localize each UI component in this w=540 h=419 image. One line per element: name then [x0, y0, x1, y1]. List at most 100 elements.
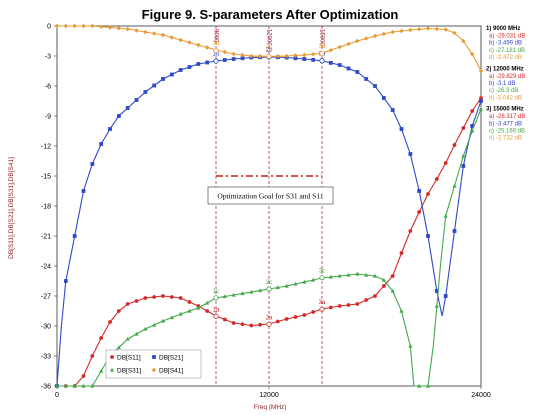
legend-label-s41: DB[S41] [159, 367, 183, 374]
marker-point [266, 286, 272, 292]
data-point-s41 [231, 51, 236, 57]
marker-tag: 1c [213, 289, 219, 295]
data-point-s31 [452, 183, 457, 188]
marker-tag: 2b [266, 48, 273, 54]
data-point-s21 [426, 234, 430, 238]
data-point-s41 [372, 33, 378, 39]
marker-point [213, 295, 219, 301]
legend-box [105, 349, 202, 379]
data-point-s41 [72, 23, 77, 29]
data-point-s41 [390, 29, 395, 35]
series-markers-s41 [54, 23, 484, 74]
data-point-s31 [390, 288, 395, 293]
data-point-s21 [143, 90, 148, 94]
data-point-s21 [302, 57, 307, 61]
marker-tag: 3a [319, 300, 326, 306]
data-point-s21 [373, 84, 377, 88]
y-tick-label: -27 [41, 293, 51, 300]
data-point-s21 [72, 234, 77, 238]
data-point-s21 [381, 96, 386, 100]
data-point-s41 [469, 51, 475, 57]
data-point-s11 [205, 309, 210, 313]
data-point-s31 [372, 273, 378, 278]
x-tick-label: 0 [55, 392, 59, 399]
data-point-s31 [337, 273, 342, 278]
data-point-s11 [461, 126, 466, 130]
data-point-s41 [381, 31, 387, 37]
data-point-s31 [470, 128, 475, 133]
data-point-s21 [417, 189, 422, 193]
data-point-s31 [478, 106, 484, 111]
data-point-s31 [160, 318, 166, 323]
data-point-s31 [408, 343, 413, 348]
marker-tag: 3c [319, 269, 325, 275]
marker-readout-value: a) -29.829 dB [489, 74, 525, 80]
data-point-s41 [443, 27, 448, 32]
data-point-s11 [134, 299, 139, 303]
data-point-s41 [328, 47, 334, 53]
data-point-s21 [293, 56, 298, 61]
data-point-s41 [151, 31, 157, 36]
data-point-s21 [355, 70, 360, 74]
data-point-s11 [116, 309, 121, 313]
y-tick-label: -12 [41, 143, 51, 150]
data-point-s41 [160, 32, 166, 38]
data-point-s21 [328, 61, 333, 65]
data-point-s41 [204, 45, 210, 50]
data-point-s31 [143, 326, 148, 331]
goal-callout-box [207, 186, 334, 205]
data-point-s11 [240, 322, 245, 327]
data-point-s31 [81, 383, 86, 388]
data-point-s11 [284, 317, 289, 321]
data-point-s21 [161, 77, 165, 81]
marker-readout-value: b) -3.1 dB [489, 81, 515, 87]
data-point-s31 [399, 308, 404, 313]
data-point-s11 [390, 274, 395, 278]
data-point-s21 [178, 68, 183, 72]
data-point-s31 [355, 271, 360, 276]
data-point-s11 [143, 296, 148, 300]
data-point-s21 [364, 77, 369, 81]
data-point-s41 [81, 23, 86, 29]
data-point-s11 [222, 317, 227, 322]
data-point-s41 [346, 41, 351, 47]
data-point-s41 [337, 44, 342, 50]
data-point-s31 [72, 383, 77, 388]
data-point-s11 [337, 304, 342, 308]
marker-point [213, 313, 219, 319]
data-point-s11 [311, 310, 316, 314]
data-point-s11 [426, 192, 430, 196]
data-point-s31 [302, 279, 307, 284]
data-point-s11 [249, 323, 254, 328]
data-point-s21 [134, 98, 139, 102]
marker-readout-value: c) -26.3 dB [489, 88, 518, 94]
data-point-s11 [470, 109, 475, 113]
marker-tag: 1a [213, 307, 220, 313]
data-point-s21 [231, 57, 236, 61]
marker-freq-label: 15000 [319, 29, 325, 46]
data-point-s41 [425, 26, 431, 31]
data-point-s21 [346, 66, 351, 71]
marker-readout-header: 1) 9000 MHz [486, 26, 520, 32]
marker-readout-value: d) -2.472 dB [489, 55, 522, 61]
marker-point [319, 58, 325, 64]
marker-readout-header: 2) 12000 MHz [486, 66, 524, 72]
y-tick-label: -36 [41, 383, 51, 390]
data-point-s41 [363, 36, 369, 41]
y-tick-label: -33 [41, 353, 51, 360]
marker-readout-value: c) -27.181 dB [489, 48, 525, 54]
data-point-s21 [196, 62, 201, 66]
data-point-s31 [63, 383, 68, 388]
data-point-s11 [434, 177, 439, 181]
data-point-s11 [328, 305, 333, 310]
data-point-s31 [311, 277, 316, 282]
data-point-s41 [249, 53, 254, 59]
data-point-s11 [125, 302, 130, 306]
data-point-s21 [169, 72, 174, 77]
data-point-s31 [134, 331, 139, 336]
data-point-s31 [90, 383, 95, 388]
data-point-s21 [152, 83, 157, 88]
data-point-s11 [231, 321, 236, 325]
data-point-s31 [178, 311, 183, 316]
data-point-s31 [222, 294, 227, 299]
